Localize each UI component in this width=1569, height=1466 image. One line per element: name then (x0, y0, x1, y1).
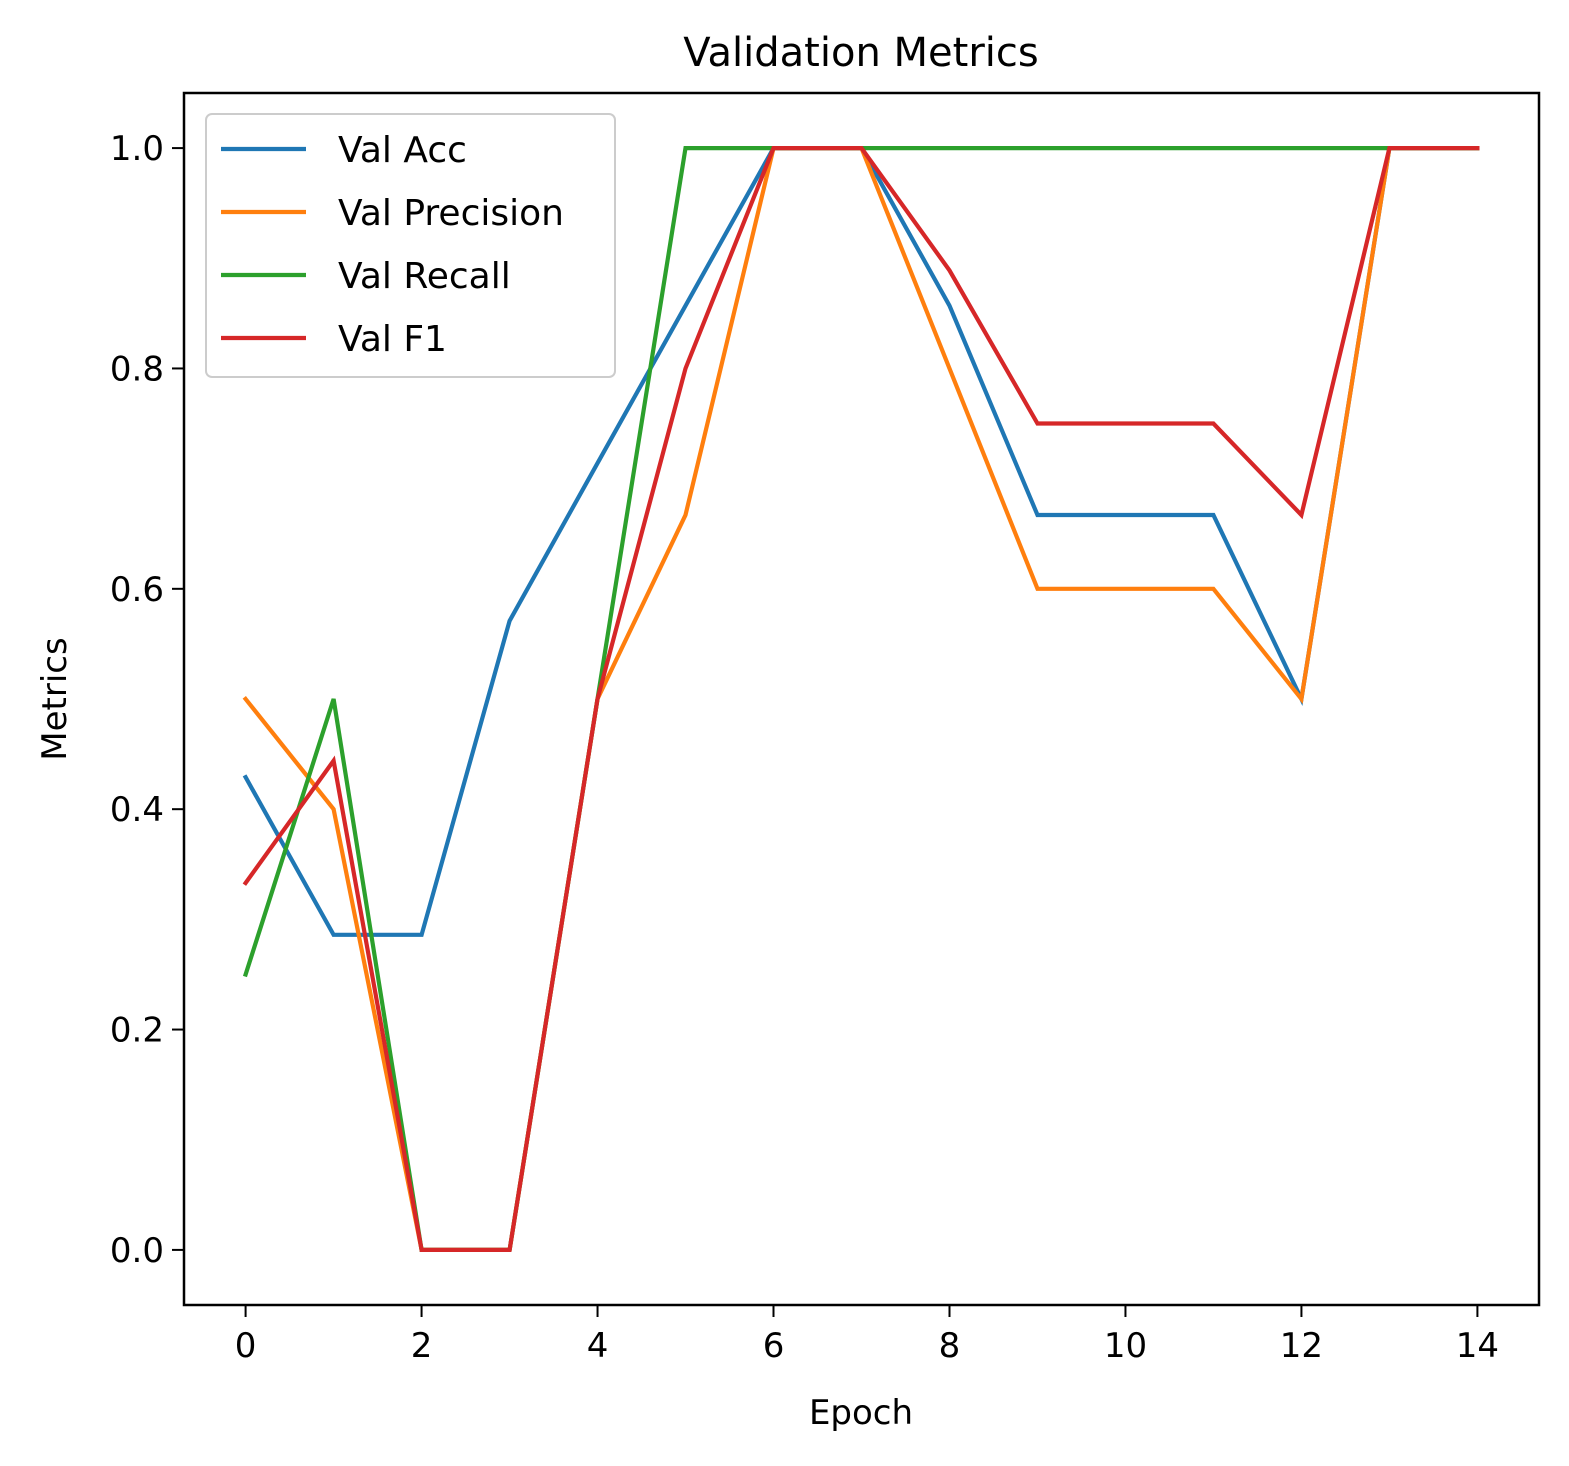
series-layer (242, 146, 1480, 1253)
x-tick-label: 10 (1104, 1326, 1147, 1366)
y-tick-label: 0.2 (110, 1011, 164, 1051)
chart-title: Validation Metrics (683, 30, 1038, 76)
plot-frame (182, 91, 1541, 1307)
x-tick-label: 2 (411, 1326, 433, 1366)
legend: Val Acc Val Precision Val Recall Val F1 (205, 113, 616, 378)
legend-box (205, 113, 616, 378)
x-tick-label: 4 (587, 1326, 609, 1366)
series-line-val-f1 (242, 146, 1480, 1253)
legend-label: Val Precision (338, 193, 564, 234)
y-axis-label: Metrics (35, 637, 75, 760)
x-tick-label: 0 (235, 1326, 257, 1366)
y-tick-label: 0.8 (110, 349, 164, 389)
y-tick-label: 0.4 (110, 790, 164, 830)
y-tick-label: 1.0 (110, 129, 164, 169)
x-tick-label: 12 (1280, 1326, 1323, 1366)
legend-label: Val Recall (338, 256, 511, 297)
y-tick-label: 0.0 (110, 1231, 164, 1271)
x-tick-label: 8 (939, 1326, 961, 1366)
y-tick-label: 0.6 (110, 570, 164, 610)
legend-label: Val F1 (338, 319, 447, 360)
x-tick-label: 14 (1456, 1326, 1499, 1366)
y-axis: 0.0 0.2 0.4 0.6 0.8 1.0 (110, 129, 184, 1271)
x-axis-label: Epoch (809, 1393, 913, 1433)
x-tick-label: 6 (763, 1326, 785, 1366)
x-axis: 0 2 4 6 8 10 12 14 (235, 1305, 1499, 1366)
legend-label: Val Acc (338, 130, 467, 171)
